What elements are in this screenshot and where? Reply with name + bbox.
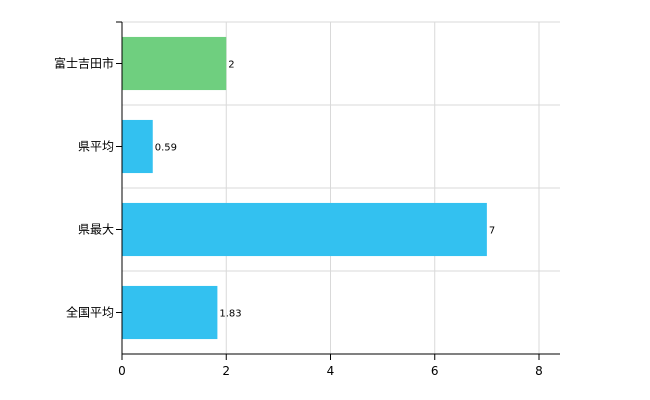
bar-3 xyxy=(122,285,218,340)
axes xyxy=(116,21,560,360)
data-label-3: 1.83 xyxy=(219,309,241,320)
x-tick-label-1: 2 xyxy=(222,364,230,378)
bars xyxy=(122,36,487,340)
x-tick-label-3: 6 xyxy=(431,364,439,378)
category-label-1: 県平均 xyxy=(78,140,114,154)
bar-0 xyxy=(122,36,227,91)
data-label-0: 2 xyxy=(228,60,234,71)
x-tick-label-0: 0 xyxy=(118,364,126,378)
category-label-3: 全国平均 xyxy=(66,305,114,320)
grid-lines xyxy=(122,21,560,354)
bar-2 xyxy=(122,202,487,257)
bar-1 xyxy=(122,119,153,174)
category-label-0: 富士吉田市 xyxy=(54,56,114,71)
category-label-2: 県最大 xyxy=(78,223,114,237)
data-label-2: 7 xyxy=(489,226,495,237)
data-label-1: 0.59 xyxy=(155,143,177,154)
labels: 2 富士吉田市 0.59 県平均 7 県最大 1.83 全国平均 0 2 4 6 8 xyxy=(54,56,543,379)
x-tick-label-2: 4 xyxy=(327,364,335,378)
x-tick-label-4: 8 xyxy=(535,364,543,378)
